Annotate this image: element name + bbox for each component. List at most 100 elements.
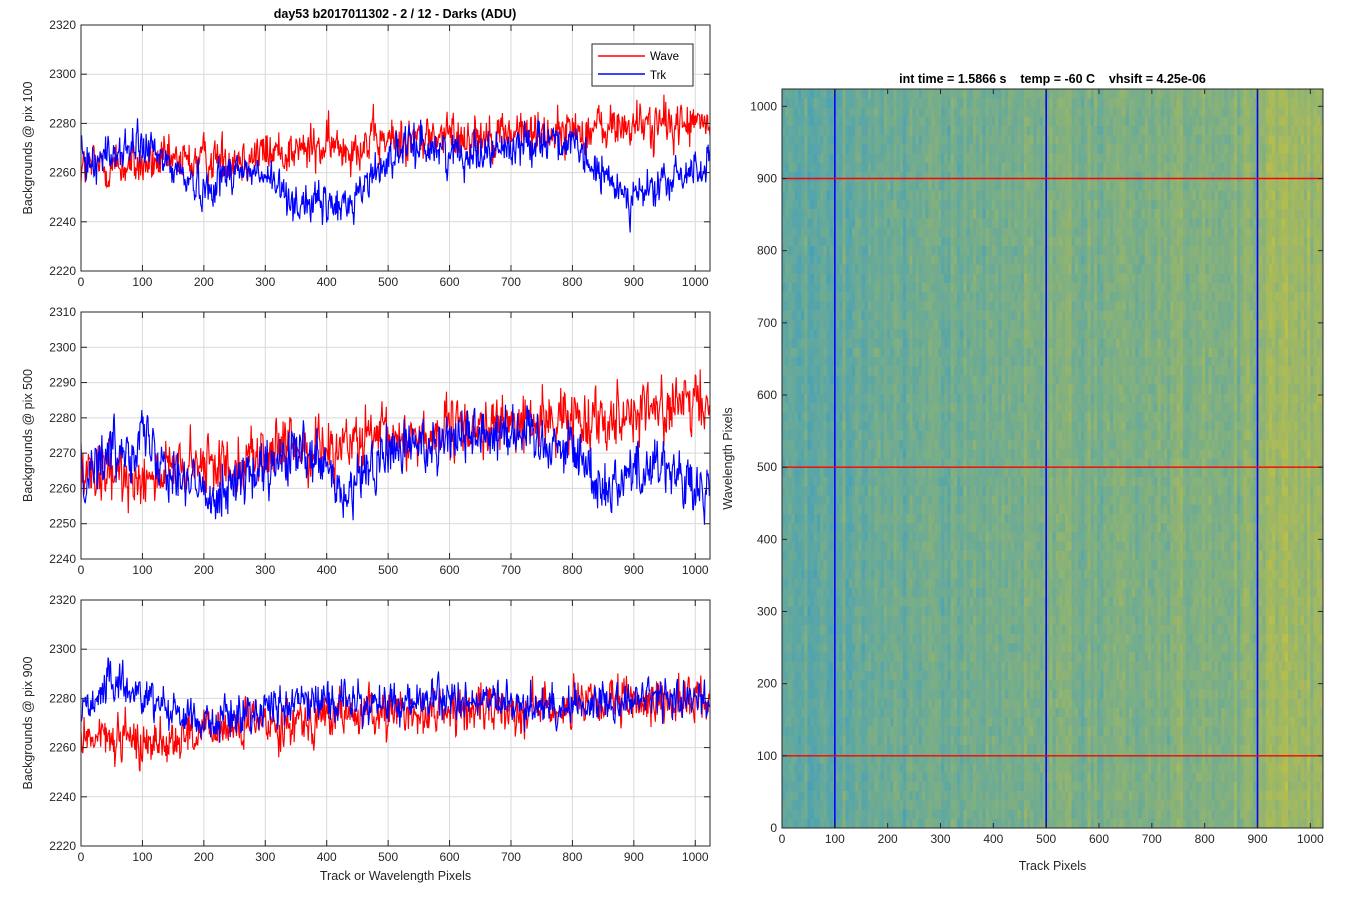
plot2-xtick-label-2: 200 — [194, 563, 214, 577]
heatmap-xtick-label-10: 1000 — [1297, 832, 1324, 846]
plot2-frame — [80, 311, 711, 560]
heatmap-xtick-label-7: 700 — [1142, 832, 1162, 846]
plot1-frame — [80, 24, 711, 272]
plot2-xtick-label-6: 600 — [440, 563, 460, 577]
plot2-series-wave — [81, 369, 710, 514]
heatmap-xlabel: Track Pixels — [1019, 859, 1087, 873]
plot3-ytick-label-4: 2300 — [49, 642, 76, 656]
plot1-series-trk — [81, 118, 710, 233]
plot2-xtick-label-7: 700 — [501, 563, 521, 577]
plot3-grid — [81, 600, 710, 846]
plot1-ytick-label-4: 2300 — [49, 67, 76, 81]
plot2-ytick-label-5: 2290 — [49, 376, 76, 390]
heatmap-xtick-label-5: 500 — [1036, 832, 1056, 846]
plot2-xtick-label-1: 100 — [132, 563, 152, 577]
plot2-ytick-label-7: 2310 — [49, 305, 76, 319]
legend: Wave Trk — [591, 43, 694, 87]
heatmap-ytick-label-10: 1000 — [750, 99, 777, 113]
plot3-ytick-label-3: 2280 — [49, 691, 76, 705]
plot3-xtick-label-4: 400 — [317, 850, 337, 864]
heatmap-cells — [782, 89, 1324, 829]
plot2-xtick-label-8: 800 — [562, 563, 582, 577]
heatmap-ylabel: Wavelength Pixels — [721, 407, 735, 509]
heatmap-ytick-label-7: 700 — [757, 316, 777, 330]
legend-label-trk: Trk — [650, 70, 666, 82]
heatmap-ytick-label-0: 0 — [770, 821, 777, 835]
plot1-ytick-label-0: 2220 — [49, 264, 76, 278]
heatmap-xtick-label-3: 300 — [930, 832, 950, 846]
heatmap-title: int time = 1.5866 s temp = -60 C vhsift … — [899, 72, 1206, 86]
plot1-ytick-label-3: 2280 — [49, 116, 76, 130]
plot2-xtick-label-0: 0 — [78, 563, 85, 577]
plot2-ytick-label-0: 2240 — [49, 552, 76, 566]
plot2-xtick-label-10: 1000 — [682, 563, 709, 577]
plot3-series-trk — [81, 657, 710, 743]
plot1-ytick-label-5: 2320 — [49, 18, 76, 32]
plot2-ytick-label-4: 2280 — [49, 411, 76, 425]
plot2-xtick-label-3: 300 — [255, 563, 275, 577]
heatmap-xtick-label-1: 100 — [825, 832, 845, 846]
plot3-xtick-label-5: 500 — [378, 850, 398, 864]
plot3-ytick-label-1: 2240 — [49, 790, 76, 804]
legend-box — [591, 43, 694, 87]
heatmap-ytick-label-4: 400 — [757, 532, 777, 546]
plot2-ytick-label-1: 2250 — [49, 517, 76, 531]
heatmap-ytick-label-3: 300 — [757, 604, 777, 618]
plot1-xtick-label-7: 700 — [501, 275, 521, 289]
heatmap-xtick-label-8: 800 — [1195, 832, 1215, 846]
plot2-xtick-label-5: 500 — [378, 563, 398, 577]
heatmap-ytick-label-5: 500 — [757, 460, 777, 474]
heatmap-ytick-label-6: 600 — [757, 388, 777, 402]
heatmap-ytick-label-8: 800 — [757, 244, 777, 258]
plot2-xtick-label-4: 400 — [317, 563, 337, 577]
heatmap-ytick-label-9: 900 — [757, 171, 777, 185]
plot1-ytick-label-1: 2240 — [49, 215, 76, 229]
plot1-xtick-label-6: 600 — [440, 275, 460, 289]
plot3-xlabel: Track or Wavelength Pixels — [320, 869, 471, 883]
plot1-xtick-label-0: 0 — [78, 275, 85, 289]
plot1-xtick-label-8: 800 — [562, 275, 582, 289]
heatmap-xtick-label-6: 600 — [1089, 832, 1109, 846]
plot3-frame — [80, 599, 711, 847]
plot1-xtick-label-4: 400 — [317, 275, 337, 289]
heatmap-xtick-label-9: 900 — [1247, 832, 1267, 846]
plot3-xtick-label-9: 900 — [624, 850, 644, 864]
heatmap-frame — [781, 88, 1324, 829]
plot3-ytick-label-0: 2220 — [49, 839, 76, 853]
plot2-ytick-label-2: 2260 — [49, 481, 76, 495]
figure-title: day53 b2017011302 - 2 / 12 - Darks (ADU) — [274, 7, 517, 21]
plot3-xtick-label-3: 300 — [255, 850, 275, 864]
plot1-xtick-label-3: 300 — [255, 275, 275, 289]
heatmap-ytick-label-1: 100 — [757, 749, 777, 763]
plot3-ylabel: Backgrounds @ pix 900 — [21, 657, 35, 790]
plot3-xtick-label-6: 600 — [440, 850, 460, 864]
plot3-xtick-label-8: 800 — [562, 850, 582, 864]
plot-pix-500: 0 100 200 300 400 500 600 700 800 900 1000 2240 2250… — [21, 305, 711, 577]
plot3-ytick-label-5: 2320 — [49, 593, 76, 607]
heatmap-xtick-label-2: 200 — [878, 832, 898, 846]
plot1-xtick-label-5: 500 — [378, 275, 398, 289]
plot1-xtick-label-10: 1000 — [682, 275, 709, 289]
plot3-ytick-label-2: 2260 — [49, 741, 76, 755]
plot3-xtick-label-1: 100 — [132, 850, 152, 864]
plot3-series-wave — [81, 672, 710, 772]
plot3-xtick-label-0: 0 — [78, 850, 85, 864]
plot3-xtick-label-10: 1000 — [682, 850, 709, 864]
heatmap-plot: 0 100 200 300 400 500 600 700 800 900 1000 0 100 200 3… — [721, 72, 1324, 873]
plot-pix-900: 0 100 200 300 400 500 600 700 800 900 1000 2220 2240… — [21, 593, 711, 883]
legend-label-wave: Wave — [650, 51, 679, 63]
heatmap-xtick-label-0: 0 — [779, 832, 786, 846]
plot1-ylabel: Backgrounds @ pix 100 — [21, 82, 35, 215]
plot1-ytick-label-2: 2260 — [49, 166, 76, 180]
plot2-ytick-label-3: 2270 — [49, 446, 76, 460]
plot3-xtick-label-2: 200 — [194, 850, 214, 864]
plot3-xtick-label-7: 700 — [501, 850, 521, 864]
plot2-ylabel: Backgrounds @ pix 500 — [21, 369, 35, 502]
heatmap-xtick-label-4: 400 — [983, 832, 1003, 846]
plot2-ytick-label-6: 2300 — [49, 340, 76, 354]
plot1-xtick-label-2: 200 — [194, 275, 214, 289]
plot1-xtick-label-1: 100 — [132, 275, 152, 289]
plot1-xtick-label-9: 900 — [624, 275, 644, 289]
plot2-xtick-label-9: 900 — [624, 563, 644, 577]
